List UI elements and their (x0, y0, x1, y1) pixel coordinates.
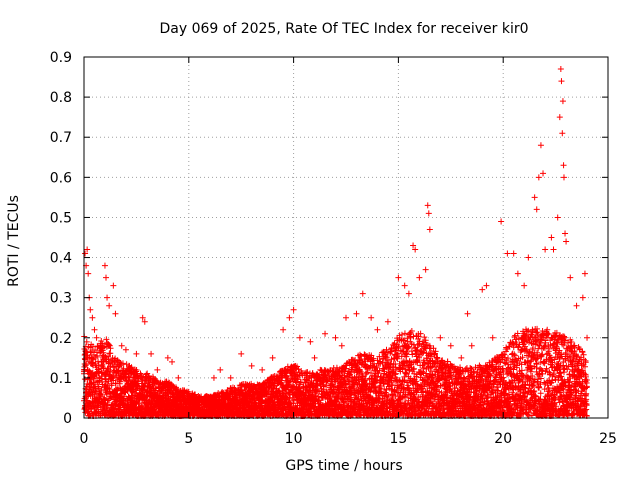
data-point (421, 334, 427, 340)
scatter-points (81, 66, 590, 419)
data-point (94, 353, 100, 359)
